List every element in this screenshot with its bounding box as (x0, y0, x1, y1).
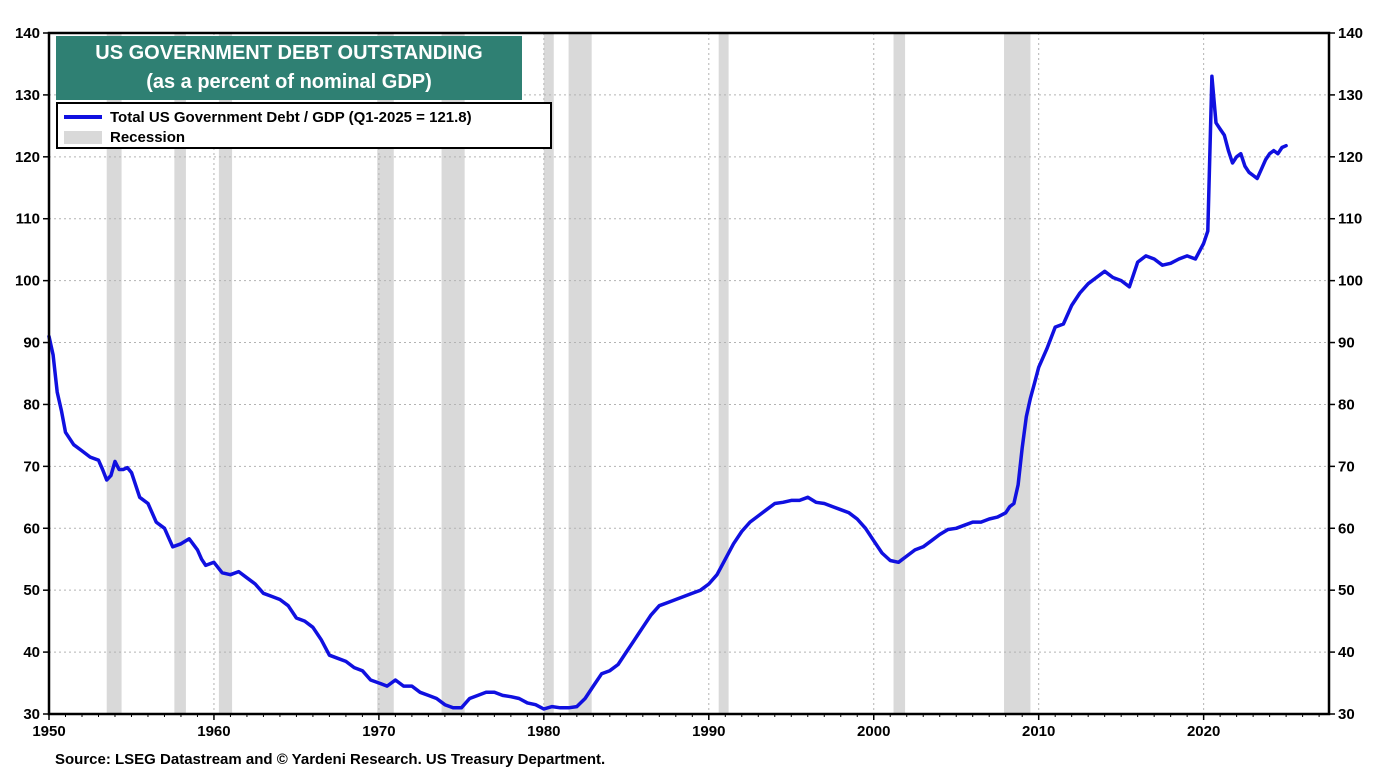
x-tick-label-2020: 2020 (1187, 723, 1220, 740)
x-tick-label-1970: 1970 (362, 723, 395, 740)
y-tick-label-right-80: 80 (1338, 396, 1355, 413)
recession-bar-2 (218, 33, 233, 714)
y-tick-label-right-30: 30 (1338, 706, 1355, 723)
recession-bar-0 (106, 33, 122, 714)
y-tick-label-left-70: 70 (23, 458, 40, 475)
y-tick-label-right-40: 40 (1338, 644, 1355, 661)
legend-line-swatch (64, 115, 102, 119)
legend: Total US Government Debt / GDP (Q1-2025 … (56, 102, 552, 149)
source-note: Source: LSEG Datastream and © Yardeni Re… (55, 751, 606, 768)
y-tick-label-right-70: 70 (1338, 458, 1355, 475)
y-tick-label-left-100: 100 (15, 273, 40, 290)
legend-label-debt: Total US Government Debt / GDP (Q1-2025 … (110, 108, 472, 126)
y-tick-label-right-90: 90 (1338, 335, 1355, 352)
y-tick-label-right-120: 120 (1338, 149, 1363, 166)
recession-shading-layer (106, 33, 1031, 714)
y-tick-label-left-50: 50 (23, 582, 40, 599)
x-tick-label-1960: 1960 (197, 723, 230, 740)
y-tick-label-right-50: 50 (1338, 582, 1355, 599)
y-tick-label-left-40: 40 (23, 644, 40, 661)
recession-bar-6 (568, 33, 592, 714)
legend-item-debt: Total US Government Debt / GDP (Q1-2025 … (64, 108, 472, 126)
tick-label-layer: 30 30 40 40 50 50 60 60 70 70 80 80 90 90 100 100 110 110… (15, 25, 1363, 740)
plot-frame (47, 31, 1331, 716)
series-line-0 (47, 74, 1288, 711)
recession-bar-9 (1004, 33, 1031, 714)
y-tick-label-left-140: 140 (15, 25, 40, 42)
legend-label-recession: Recession (110, 128, 186, 146)
recession-bar-5 (543, 33, 554, 714)
x-tick-label-1980: 1980 (527, 723, 560, 740)
y-tick-label-left-80: 80 (23, 396, 40, 413)
y-tick-label-right-60: 60 (1338, 520, 1355, 537)
recession-bar-8 (893, 33, 906, 714)
x-tick-label-2010: 2010 (1022, 723, 1055, 740)
chart-subtitle: (as a percent of nominal GDP) (146, 71, 432, 93)
chart-title-box: US GOVERNMENT DEBT OUTSTANDING (as a per… (56, 36, 522, 100)
recession-bar-3 (377, 33, 394, 714)
x-tick-label-1950: 1950 (32, 723, 65, 740)
y-tick-label-left-30: 30 (23, 706, 40, 723)
series-layer (47, 74, 1288, 711)
recession-bar-7 (718, 33, 729, 714)
grid-layer (49, 33, 1329, 714)
y-tick-label-left-90: 90 (23, 335, 40, 352)
y-tick-label-left-60: 60 (23, 520, 40, 537)
legend-recession-swatch (64, 130, 102, 144)
y-tick-label-left-130: 130 (15, 87, 40, 104)
y-tick-label-right-130: 130 (1338, 87, 1363, 104)
legend-item-recession: Recession (64, 128, 185, 146)
y-tick-label-right-100: 100 (1338, 273, 1363, 290)
chart-title: US GOVERNMENT DEBT OUTSTANDING (95, 42, 483, 64)
y-tick-label-left-110: 110 (16, 211, 40, 228)
x-tick-label-2000: 2000 (857, 723, 890, 740)
recession-bar-1 (174, 33, 186, 714)
recession-bar-4 (441, 33, 465, 714)
y-tick-label-right-110: 110 (1338, 211, 1362, 228)
x-tick-label-1990: 1990 (692, 723, 725, 740)
tick-layer (43, 32, 1335, 720)
y-tick-label-left-120: 120 (15, 149, 40, 166)
y-tick-label-right-140: 140 (1338, 25, 1363, 42)
